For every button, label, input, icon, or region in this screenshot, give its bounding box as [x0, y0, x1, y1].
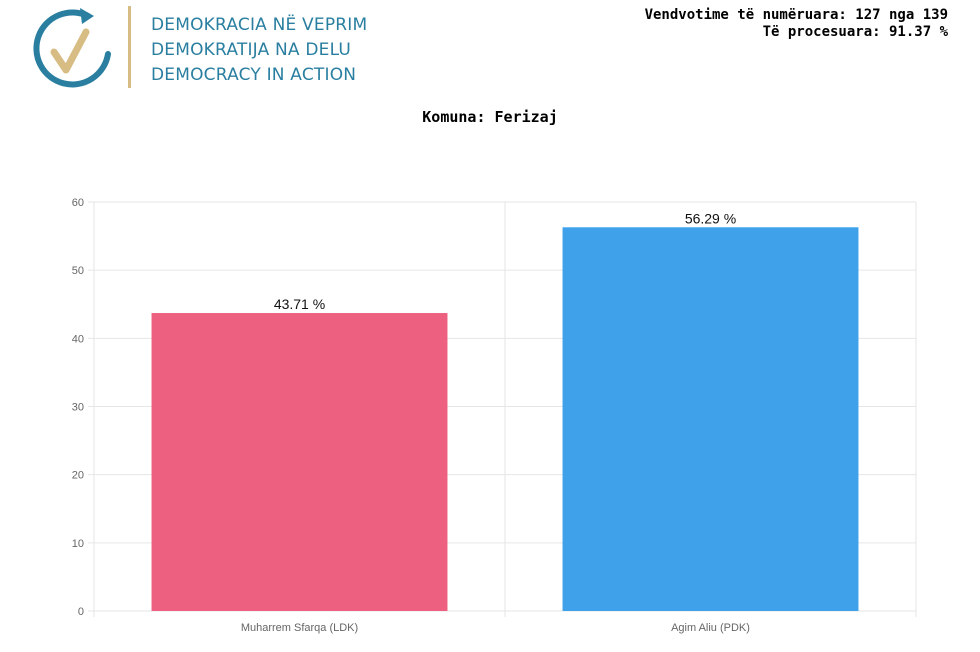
counting-stats: Vendvotime të numëruara: 127 nga 139 Të …	[645, 7, 948, 41]
x-tick-label: Muharrem Sfarqa (LDK)	[241, 622, 358, 634]
y-tick-label: 30	[72, 402, 84, 414]
chart-title: Komuna: Ferizaj	[422, 108, 558, 126]
bar-ldk	[151, 313, 448, 611]
bar-pdk	[562, 227, 859, 611]
y-tick-label: 10	[72, 538, 84, 550]
x-tick-label: Agim Aliu (PDK)	[671, 622, 750, 634]
processed-percentage: Të procesuara: 91.37 %	[762, 24, 948, 40]
y-tick-label: 40	[72, 333, 84, 345]
logo-emblem-icon	[33, 8, 111, 88]
polling-stations-counted: Vendvotime të numëruara: 127 nga 139	[644, 7, 948, 23]
y-tick-label: 20	[72, 470, 84, 482]
logo-line-serbian: DEMOKRATIJA NA DELU	[151, 40, 352, 60]
y-tick-label: 0	[78, 606, 84, 618]
data-label: 56.29 %	[685, 210, 736, 226]
logo-divider	[128, 6, 131, 88]
y-tick-label: 60	[72, 197, 84, 209]
logo-text: DEMOKRACIA NË VEPRIM DEMOKRATIJA NA DELU…	[151, 13, 367, 88]
logo-line-english: DEMOCRACY IN ACTION	[151, 65, 357, 85]
y-tick-label: 50	[72, 265, 84, 277]
data-label: 43.71 %	[274, 296, 325, 312]
logo-line-albanian: DEMOKRACIA NË VEPRIM	[151, 15, 368, 35]
